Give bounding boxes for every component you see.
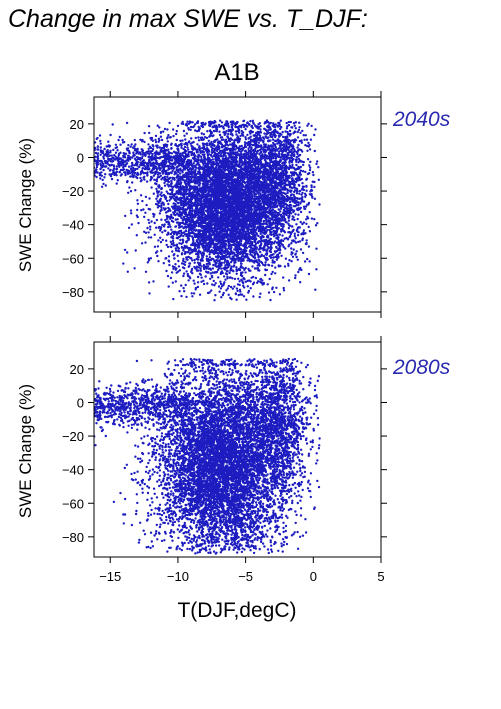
y-tick-label: −40 [62, 218, 84, 233]
scatter-points [93, 358, 321, 555]
y-tick-label: −60 [62, 496, 84, 511]
x-tick-label: −10 [167, 569, 189, 584]
y-tick-label: −20 [62, 429, 84, 444]
y-tick-label: 20 [70, 362, 84, 377]
scenario-label: A1B [214, 59, 259, 86]
scatter-point-cloud [93, 358, 321, 555]
period-label: 2080s [392, 356, 451, 379]
y-tick-label: −80 [62, 530, 84, 545]
scatter-panel-2080s: 2080s SWE Change (%) 20 0 −20 −40 −60 −80 −15 −… [16, 336, 451, 584]
y-tick-label: −40 [62, 463, 84, 478]
x-axis-label: T(DJF,degC) [177, 599, 296, 622]
y-axis-label: SWE Change (%) [16, 384, 35, 518]
scatter-points [93, 119, 321, 301]
y-tick-label: −80 [62, 285, 84, 300]
y-axis-label: SWE Change (%) [16, 138, 35, 272]
y-tick-label: 0 [77, 395, 84, 410]
x-tick-label: −5 [238, 569, 253, 584]
y-tick-label: 0 [77, 150, 84, 165]
scatter-panel-2040s: 2040s SWE Change (%) 20 0 −20 −40 −60 −80 [16, 91, 451, 318]
y-tick-label: 20 [70, 117, 84, 132]
period-label: 2040s [392, 108, 451, 131]
y-tick-label: −60 [62, 251, 84, 266]
scatter-point-cloud [93, 119, 321, 301]
x-tick-label: 5 [377, 569, 384, 584]
x-tick-label: −15 [99, 569, 121, 584]
figure-title: Change in max SWE vs. T_DJF: [8, 5, 368, 33]
x-tick-label: 0 [310, 569, 317, 584]
y-tick-label: −20 [62, 184, 84, 199]
